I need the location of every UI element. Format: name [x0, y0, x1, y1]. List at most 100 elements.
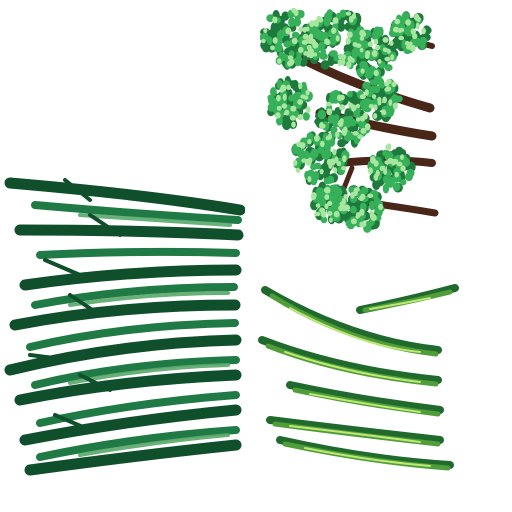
leaf [335, 35, 340, 42]
leaf [276, 105, 282, 111]
leaf [276, 116, 283, 126]
leaf [286, 84, 291, 90]
leaf [359, 36, 365, 41]
leaf [288, 17, 296, 27]
leaf [305, 89, 310, 96]
leaf [333, 210, 340, 218]
leaf [350, 205, 357, 214]
leaf [357, 134, 363, 140]
leaf [314, 211, 321, 217]
leaf [305, 159, 312, 166]
leaf [353, 110, 361, 118]
leaf [337, 119, 344, 128]
leaf [351, 13, 357, 20]
leaf [334, 107, 342, 116]
leaf [319, 52, 328, 60]
leaf [291, 31, 300, 39]
leaf [324, 203, 329, 210]
leaf [280, 84, 287, 92]
leaf [345, 37, 351, 45]
leaf [297, 149, 306, 159]
leaf [320, 140, 325, 148]
leaf [373, 69, 379, 77]
leaf [298, 46, 304, 54]
leaf [367, 193, 374, 199]
leaf [359, 47, 364, 53]
leaf [408, 171, 414, 178]
leaf [382, 47, 388, 53]
leaf [355, 103, 361, 109]
leaf [355, 117, 361, 122]
leaf [282, 93, 287, 101]
dark-grass-sprite [4, 177, 245, 476]
leaf [314, 134, 320, 142]
leaf [331, 27, 337, 34]
leaf [396, 161, 403, 167]
leaf [287, 55, 294, 60]
leaf [297, 99, 303, 105]
leaf [352, 131, 359, 136]
leaf [341, 166, 347, 171]
leaf [319, 168, 324, 175]
leaf [359, 29, 366, 37]
leaf [340, 54, 347, 60]
leaf [370, 156, 375, 163]
leaf [306, 44, 312, 51]
leaf [313, 162, 322, 170]
leaf [400, 178, 407, 186]
leaf [330, 158, 336, 166]
leaf [351, 48, 359, 59]
leaf [372, 94, 377, 99]
leaf [321, 149, 330, 160]
leaf [416, 16, 421, 22]
leaf [359, 115, 366, 122]
leaf [377, 59, 382, 64]
leaf [384, 56, 391, 62]
leaf [323, 177, 332, 185]
leaf [369, 210, 374, 217]
leaf [355, 212, 361, 218]
leaf [406, 44, 412, 50]
leaf [390, 54, 395, 61]
leaf [342, 155, 347, 163]
leaf [270, 87, 277, 97]
leaf [405, 19, 411, 26]
leaf [276, 58, 282, 64]
leaf [384, 87, 390, 92]
leaf [360, 68, 365, 74]
leaf [391, 37, 402, 49]
leaf [290, 105, 297, 112]
leaf [398, 35, 405, 41]
leaf [312, 52, 318, 57]
leaf [378, 81, 386, 89]
leaf [347, 91, 353, 98]
leaf [288, 58, 295, 65]
leaf [400, 154, 404, 161]
leaf [368, 167, 373, 175]
leaf [298, 82, 303, 90]
leaf [301, 158, 307, 163]
leaf [337, 59, 343, 66]
leaf [300, 94, 306, 99]
leaf [382, 96, 387, 104]
leaf [381, 165, 386, 171]
leaf [335, 131, 340, 138]
leaf [350, 218, 357, 225]
leaf [289, 115, 296, 121]
leaf [285, 27, 292, 35]
leaf [327, 114, 336, 124]
leaf [388, 99, 393, 106]
leaf [332, 17, 339, 24]
leaf [414, 37, 421, 47]
leaf [261, 38, 266, 44]
leaf [293, 57, 300, 64]
leaf [317, 198, 327, 207]
leaf [329, 184, 336, 193]
leaf [324, 194, 330, 200]
leaf [327, 211, 333, 216]
leaf [375, 44, 381, 51]
dark-grass-blades [4, 177, 245, 476]
leaf [373, 113, 378, 119]
leaf [317, 31, 326, 41]
leaf [304, 26, 310, 32]
